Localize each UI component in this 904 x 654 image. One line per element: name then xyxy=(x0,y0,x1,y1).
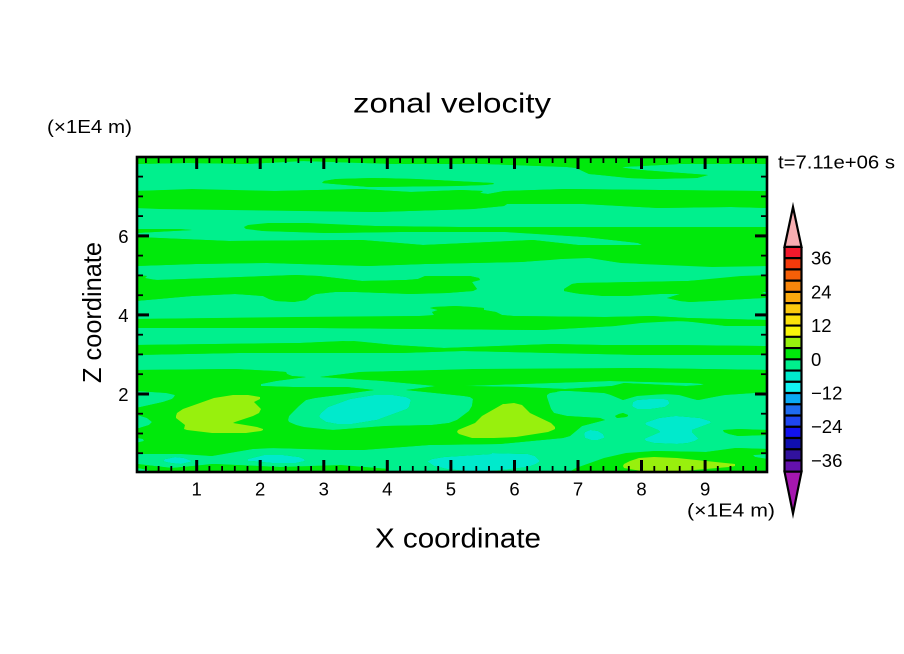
svg-text:5: 5 xyxy=(446,479,456,500)
svg-text:zonal velocity: zonal velocity xyxy=(353,88,551,119)
svg-text:7: 7 xyxy=(573,479,583,500)
svg-text:−12: −12 xyxy=(811,383,842,404)
svg-text:12: 12 xyxy=(811,315,832,336)
svg-text:−36: −36 xyxy=(811,450,842,471)
svg-text:(×1E4 m): (×1E4 m) xyxy=(687,501,775,521)
svg-text:2: 2 xyxy=(255,479,265,500)
svg-text:3: 3 xyxy=(319,479,329,500)
svg-text:−24: −24 xyxy=(811,416,842,437)
svg-text:(×1E4 m): (×1E4 m) xyxy=(47,117,132,137)
svg-text:0: 0 xyxy=(811,349,821,370)
svg-text:4: 4 xyxy=(118,305,128,326)
svg-text:6: 6 xyxy=(509,479,519,500)
svg-text:8: 8 xyxy=(636,479,646,500)
svg-text:Z coordinate: Z coordinate xyxy=(77,242,107,383)
svg-text:2: 2 xyxy=(118,384,128,405)
svg-text:t=7.11e+06 s: t=7.11e+06 s xyxy=(778,153,895,173)
svg-text:X coordinate: X coordinate xyxy=(375,523,541,554)
svg-text:1: 1 xyxy=(192,479,202,500)
svg-text:4: 4 xyxy=(382,479,392,500)
svg-text:9: 9 xyxy=(700,479,710,500)
svg-text:24: 24 xyxy=(811,281,832,302)
svg-text:36: 36 xyxy=(811,248,832,269)
svg-text:6: 6 xyxy=(118,226,128,247)
